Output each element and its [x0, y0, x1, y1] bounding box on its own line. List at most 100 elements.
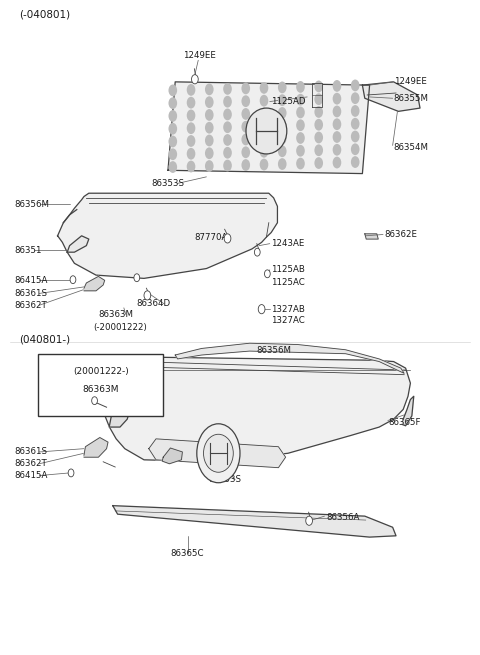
Circle shape	[254, 248, 260, 256]
Circle shape	[223, 147, 232, 159]
Text: 86351: 86351	[137, 354, 164, 363]
Circle shape	[187, 97, 195, 109]
Circle shape	[351, 156, 360, 168]
Text: 86415A: 86415A	[14, 276, 48, 285]
Text: 86362T: 86362T	[14, 301, 47, 310]
Circle shape	[296, 145, 305, 157]
Circle shape	[278, 107, 287, 119]
Polygon shape	[168, 82, 370, 174]
Circle shape	[187, 160, 195, 172]
Circle shape	[306, 516, 312, 525]
Circle shape	[260, 133, 268, 145]
Circle shape	[187, 148, 195, 160]
Circle shape	[333, 105, 341, 117]
Circle shape	[241, 146, 250, 158]
Text: 87770A: 87770A	[194, 233, 228, 242]
Circle shape	[351, 79, 360, 91]
Circle shape	[205, 122, 214, 134]
Circle shape	[260, 82, 268, 94]
Circle shape	[241, 95, 250, 107]
Bar	[38, 354, 163, 416]
Circle shape	[333, 157, 341, 168]
Polygon shape	[113, 506, 396, 537]
Circle shape	[168, 136, 177, 147]
Circle shape	[223, 96, 232, 107]
Circle shape	[296, 132, 305, 144]
Circle shape	[278, 81, 287, 93]
Text: 86354M: 86354M	[394, 143, 429, 152]
Circle shape	[314, 157, 323, 169]
Text: 86361S: 86361S	[14, 447, 48, 457]
Circle shape	[278, 132, 287, 144]
Circle shape	[70, 276, 76, 284]
Text: 86365C: 86365C	[170, 549, 204, 558]
Circle shape	[278, 94, 287, 106]
Polygon shape	[162, 448, 182, 464]
Text: 86363M: 86363M	[83, 385, 119, 394]
Circle shape	[333, 131, 341, 143]
Circle shape	[168, 149, 177, 160]
Circle shape	[241, 83, 250, 94]
Text: 86362E: 86362E	[384, 230, 417, 239]
Circle shape	[296, 158, 305, 170]
Circle shape	[258, 305, 265, 314]
Polygon shape	[402, 396, 414, 426]
Circle shape	[278, 120, 287, 132]
Circle shape	[241, 121, 250, 132]
Text: 86363M: 86363M	[98, 310, 133, 319]
Text: 86362T: 86362T	[14, 459, 47, 468]
Circle shape	[264, 270, 270, 278]
Circle shape	[260, 107, 268, 119]
Circle shape	[205, 160, 214, 172]
Circle shape	[260, 95, 268, 107]
Circle shape	[314, 81, 323, 92]
Text: 86356M: 86356M	[257, 346, 292, 355]
Circle shape	[68, 469, 74, 477]
Text: 86351: 86351	[14, 246, 42, 255]
Circle shape	[314, 119, 323, 130]
Circle shape	[351, 130, 360, 142]
Text: 86356A: 86356A	[326, 513, 360, 522]
Text: 1327AC: 1327AC	[271, 316, 305, 326]
Circle shape	[205, 147, 214, 159]
Circle shape	[314, 144, 323, 156]
Text: (20001222-): (20001222-)	[73, 367, 129, 375]
Circle shape	[260, 146, 268, 158]
Text: 1125AD: 1125AD	[271, 97, 306, 106]
Circle shape	[223, 83, 232, 95]
Text: 86361S: 86361S	[14, 289, 48, 298]
Text: 86364D: 86364D	[137, 299, 171, 309]
Polygon shape	[67, 236, 89, 252]
Text: 86365F: 86365F	[389, 418, 421, 427]
Circle shape	[205, 83, 214, 95]
Circle shape	[260, 159, 268, 170]
Circle shape	[168, 123, 177, 134]
Circle shape	[197, 424, 240, 483]
Circle shape	[278, 145, 287, 157]
Text: 86355M: 86355M	[394, 94, 429, 103]
Polygon shape	[84, 438, 108, 457]
Circle shape	[205, 96, 214, 108]
Circle shape	[351, 118, 360, 130]
Text: (-20001222): (-20001222)	[94, 323, 147, 332]
Circle shape	[333, 80, 341, 92]
Circle shape	[333, 93, 341, 105]
Polygon shape	[58, 193, 277, 278]
Circle shape	[192, 75, 198, 84]
Circle shape	[205, 134, 214, 146]
Polygon shape	[101, 357, 410, 462]
Text: 86353S: 86353S	[209, 475, 242, 484]
Circle shape	[223, 160, 232, 172]
Polygon shape	[84, 276, 105, 291]
Polygon shape	[109, 406, 130, 427]
Circle shape	[260, 121, 268, 132]
Text: 86353S: 86353S	[151, 179, 184, 188]
Text: 86415A: 86415A	[14, 471, 48, 480]
Text: (040801-): (040801-)	[19, 334, 71, 344]
Polygon shape	[175, 343, 404, 373]
Polygon shape	[149, 439, 286, 468]
Circle shape	[314, 106, 323, 118]
Circle shape	[168, 110, 177, 122]
Circle shape	[296, 119, 305, 131]
Circle shape	[187, 135, 195, 147]
